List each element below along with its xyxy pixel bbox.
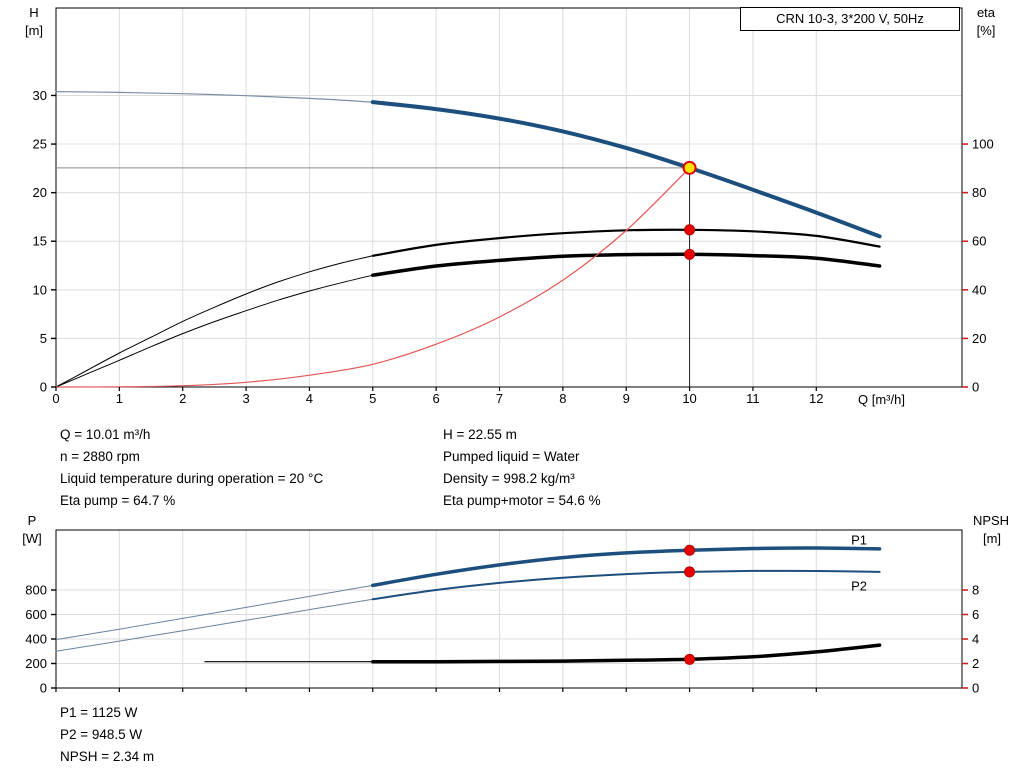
npsh-point: [684, 653, 696, 665]
head-curve-low-flow: [55, 91, 374, 103]
system-curve: [55, 167, 691, 388]
result-p2: P2 = 948.5 W: [60, 727, 143, 742]
p1-point: [684, 544, 696, 556]
eta-axis-label: eta: [976, 5, 996, 20]
left-axis-tick-label: 10: [33, 282, 47, 297]
p2-label: P2: [851, 578, 867, 593]
info-liquid: Pumped liquid = Water: [443, 449, 580, 464]
info-flow: Q = 10.01 m³/h: [60, 427, 151, 442]
p1-low-flow: [55, 584, 374, 641]
x-axis-tick-label: 11: [746, 391, 760, 406]
left-axis-tick-label: 15: [33, 234, 47, 249]
duty-info-left: Q = 10.01 m³/h n = 2880 rpm Liquid tempe…: [60, 424, 323, 512]
x-axis-tick-label: 3: [242, 391, 249, 406]
left-axis-tick-label: 20: [33, 185, 47, 200]
info-speed: n = 2880 rpm: [60, 449, 140, 464]
x-axis-tick-label: 5: [369, 391, 376, 406]
info-density: Density = 998.2 kg/m³: [443, 471, 575, 486]
x-axis-tick-label: 7: [496, 391, 503, 406]
pump-title-box: CRN 10-3, 3*200 V, 50Hz: [740, 7, 960, 31]
left-axis-tick-label: 800: [25, 583, 47, 598]
left-axis-tick-label: 600: [25, 607, 47, 622]
q-axis-label: Q [m³/h]: [858, 392, 905, 407]
npsh-axis-label: NPSH: [972, 513, 1010, 528]
x-axis-tick-label: 0: [52, 391, 59, 406]
right-axis-tick-label: 0: [972, 380, 979, 395]
x-axis-tick-label: 2: [179, 391, 186, 406]
x-axis-tick-label: 10: [682, 391, 696, 406]
npsh-axis-unit: [m]: [982, 531, 1002, 546]
x-axis-tick-label: 9: [623, 391, 630, 406]
left-axis-tick-label: 200: [25, 656, 47, 671]
h-axis-label: H: [29, 5, 39, 20]
left-axis-tick-label: 0: [40, 681, 47, 696]
x-axis-tick-label: 8: [559, 391, 566, 406]
plot-frame: [55, 529, 963, 689]
left-axis-tick-label: 5: [40, 331, 47, 346]
x-axis-tick-label: 6: [433, 391, 440, 406]
p-axis-unit: [W]: [22, 531, 42, 546]
x-axis-tick-label: 12: [809, 391, 823, 406]
p2-curve: [371, 569, 881, 601]
power-npsh-chart: 0 200 400 600 800 0 2 4 6 8 P1 P2: [25, 529, 979, 696]
right-axis-tick-label: 8: [972, 583, 979, 598]
eta-pump-motor-point: [684, 248, 696, 260]
h-axis-unit: [m]: [24, 23, 44, 38]
info-temperature: Liquid temperature during operation = 20…: [60, 471, 324, 486]
plot-frame: [55, 7, 963, 388]
p1-label: P1: [851, 532, 867, 547]
left-axis-tick-label: 0: [40, 380, 47, 395]
duty-point: [682, 160, 697, 175]
p2-low-flow: [55, 598, 374, 652]
info-eta-pump: Eta pump = 64.7 %: [60, 493, 176, 508]
right-axis-tick-label: 80: [972, 185, 986, 200]
right-axis-tick-label: 4: [972, 632, 979, 647]
left-axis-tick-label: 400: [25, 632, 47, 647]
head-curve: [370, 100, 882, 239]
left-axis-tick-label: 30: [33, 88, 47, 103]
eta-pump-motor-low-flow: [55, 274, 374, 388]
right-axis-tick-label: 2: [972, 656, 979, 671]
info-head: H = 22.55 m: [443, 427, 517, 442]
right-axis-tick-label: 0: [972, 681, 979, 696]
x-axis-tick-label: 1: [116, 391, 123, 406]
result-p1: P1 = 1125 W: [60, 705, 138, 720]
p-axis-label: P: [27, 513, 37, 528]
result-npsh: NPSH = 2.34 m: [60, 749, 155, 764]
eta-axis-unit: [%]: [976, 23, 996, 38]
x-axis-tick-label: 4: [306, 391, 313, 406]
right-axis-tick-label: 60: [972, 234, 986, 249]
eta-pump-low-flow: [55, 255, 374, 388]
right-axis-tick-label: 20: [972, 331, 986, 346]
right-axis-tick-label: 40: [972, 282, 986, 297]
eta-pump-point: [684, 224, 696, 236]
p1-curve: [371, 546, 882, 588]
info-eta-pump-motor: Eta pump+motor = 54.6 %: [443, 493, 601, 508]
left-axis-tick-label: 25: [33, 137, 47, 152]
eta-pump-motor-curve: [371, 252, 882, 277]
npsh-curve: [371, 643, 882, 664]
duty-info-right: H = 22.55 m Pumped liquid = Water Densit…: [443, 424, 601, 512]
p2-point: [684, 566, 696, 578]
right-axis-tick-label: 100: [972, 137, 994, 152]
right-axis-tick-label: 6: [972, 607, 979, 622]
result-block: P1 = 1125 W P2 = 948.5 W NPSH = 2.34 m: [60, 702, 154, 768]
